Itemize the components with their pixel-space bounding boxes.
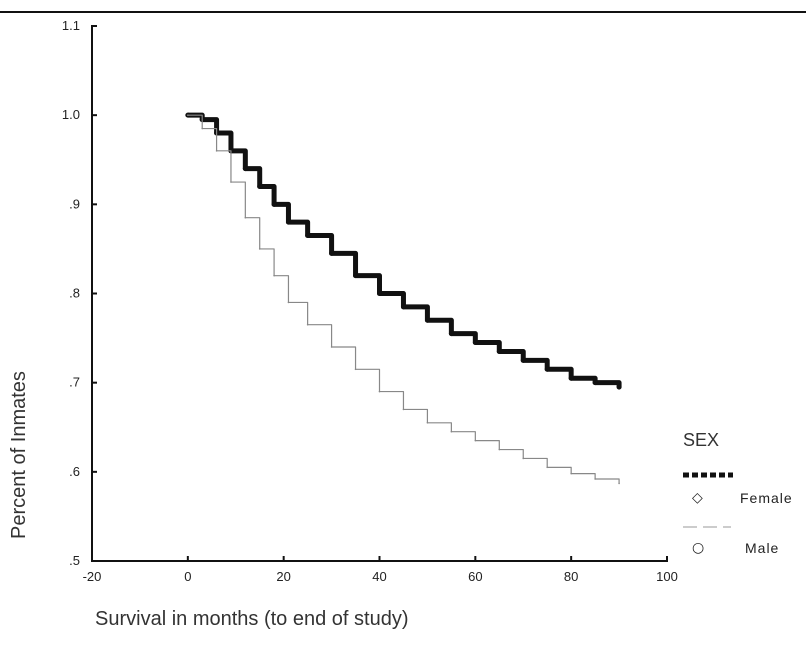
data-point-male bbox=[355, 368, 357, 370]
y-axis-title: Percent of Inmates bbox=[8, 371, 30, 539]
data-point-male bbox=[273, 275, 275, 277]
y-tick-label: .7 bbox=[69, 375, 80, 390]
data-point-male bbox=[307, 324, 309, 326]
data-point-female bbox=[617, 385, 622, 390]
data-point-male bbox=[594, 478, 596, 480]
data-point-female bbox=[353, 273, 358, 278]
legend-marker-female-icon: ◇ bbox=[692, 490, 703, 506]
x-tick-label: -20 bbox=[83, 569, 102, 584]
data-point-female bbox=[521, 358, 526, 363]
data-point-female bbox=[569, 376, 574, 381]
y-tick-label: .8 bbox=[69, 286, 80, 301]
x-axis-title: Survival in months (to end of study) bbox=[95, 608, 408, 630]
data-point-female bbox=[377, 291, 382, 296]
y-tick-label: .5 bbox=[69, 553, 80, 568]
data-point-female bbox=[545, 367, 550, 372]
data-point-male bbox=[570, 473, 572, 475]
data-point-male bbox=[475, 440, 477, 442]
data-point-male bbox=[379, 391, 381, 393]
x-axis: -20 0 20 40 60 80 100 bbox=[83, 556, 678, 584]
legend-label-male: Male bbox=[745, 540, 779, 556]
data-point-female bbox=[272, 202, 277, 207]
data-point-female bbox=[305, 233, 310, 238]
data-point-female bbox=[497, 349, 502, 354]
data-point-male bbox=[403, 409, 405, 411]
data-point-male bbox=[546, 467, 548, 469]
data-point-male bbox=[331, 346, 333, 348]
data-point-male bbox=[288, 302, 290, 304]
data-point-male bbox=[187, 114, 189, 116]
data-point-male bbox=[451, 431, 453, 433]
legend-title: SEX bbox=[683, 430, 719, 450]
legend: SEX ◇ Female ○ Male bbox=[683, 430, 793, 556]
legend-marker-male-icon: ○ bbox=[692, 540, 704, 556]
legend-label-female: Female bbox=[740, 490, 793, 506]
data-point-female bbox=[286, 220, 291, 225]
x-tick-label: 100 bbox=[656, 569, 678, 584]
data-point-female bbox=[243, 166, 248, 171]
y-tick-label: 1.0 bbox=[62, 107, 80, 122]
data-point-female bbox=[593, 380, 598, 385]
data-point-female bbox=[257, 184, 262, 189]
data-point-female bbox=[449, 331, 454, 336]
data-point-male bbox=[427, 422, 429, 424]
data-point-female bbox=[329, 251, 334, 256]
x-tick-label: 80 bbox=[564, 569, 578, 584]
data-point-male bbox=[230, 181, 232, 183]
x-tick-label: 40 bbox=[372, 569, 386, 584]
y-tick-label: .6 bbox=[69, 464, 80, 479]
x-tick-label: 60 bbox=[468, 569, 482, 584]
data-point-male bbox=[245, 217, 247, 219]
x-tick-label: 0 bbox=[184, 569, 191, 584]
y-tick-label: .9 bbox=[69, 196, 80, 211]
data-point-male bbox=[216, 150, 218, 152]
y-axis: 1.1 1.0 .9 .8 .7 .6 .5 bbox=[62, 18, 97, 568]
data-point-male bbox=[259, 248, 261, 250]
series-line-female bbox=[188, 115, 619, 387]
data-point-male bbox=[498, 449, 500, 451]
data-point-female bbox=[401, 304, 406, 309]
series-layer bbox=[185, 113, 621, 485]
data-point-female bbox=[473, 340, 478, 345]
y-tick-label: 1.1 bbox=[62, 18, 80, 33]
data-point-male bbox=[201, 128, 203, 130]
x-tick-label: 20 bbox=[276, 569, 290, 584]
data-point-male bbox=[618, 483, 620, 485]
data-point-male bbox=[522, 458, 524, 460]
data-point-female bbox=[425, 318, 430, 323]
